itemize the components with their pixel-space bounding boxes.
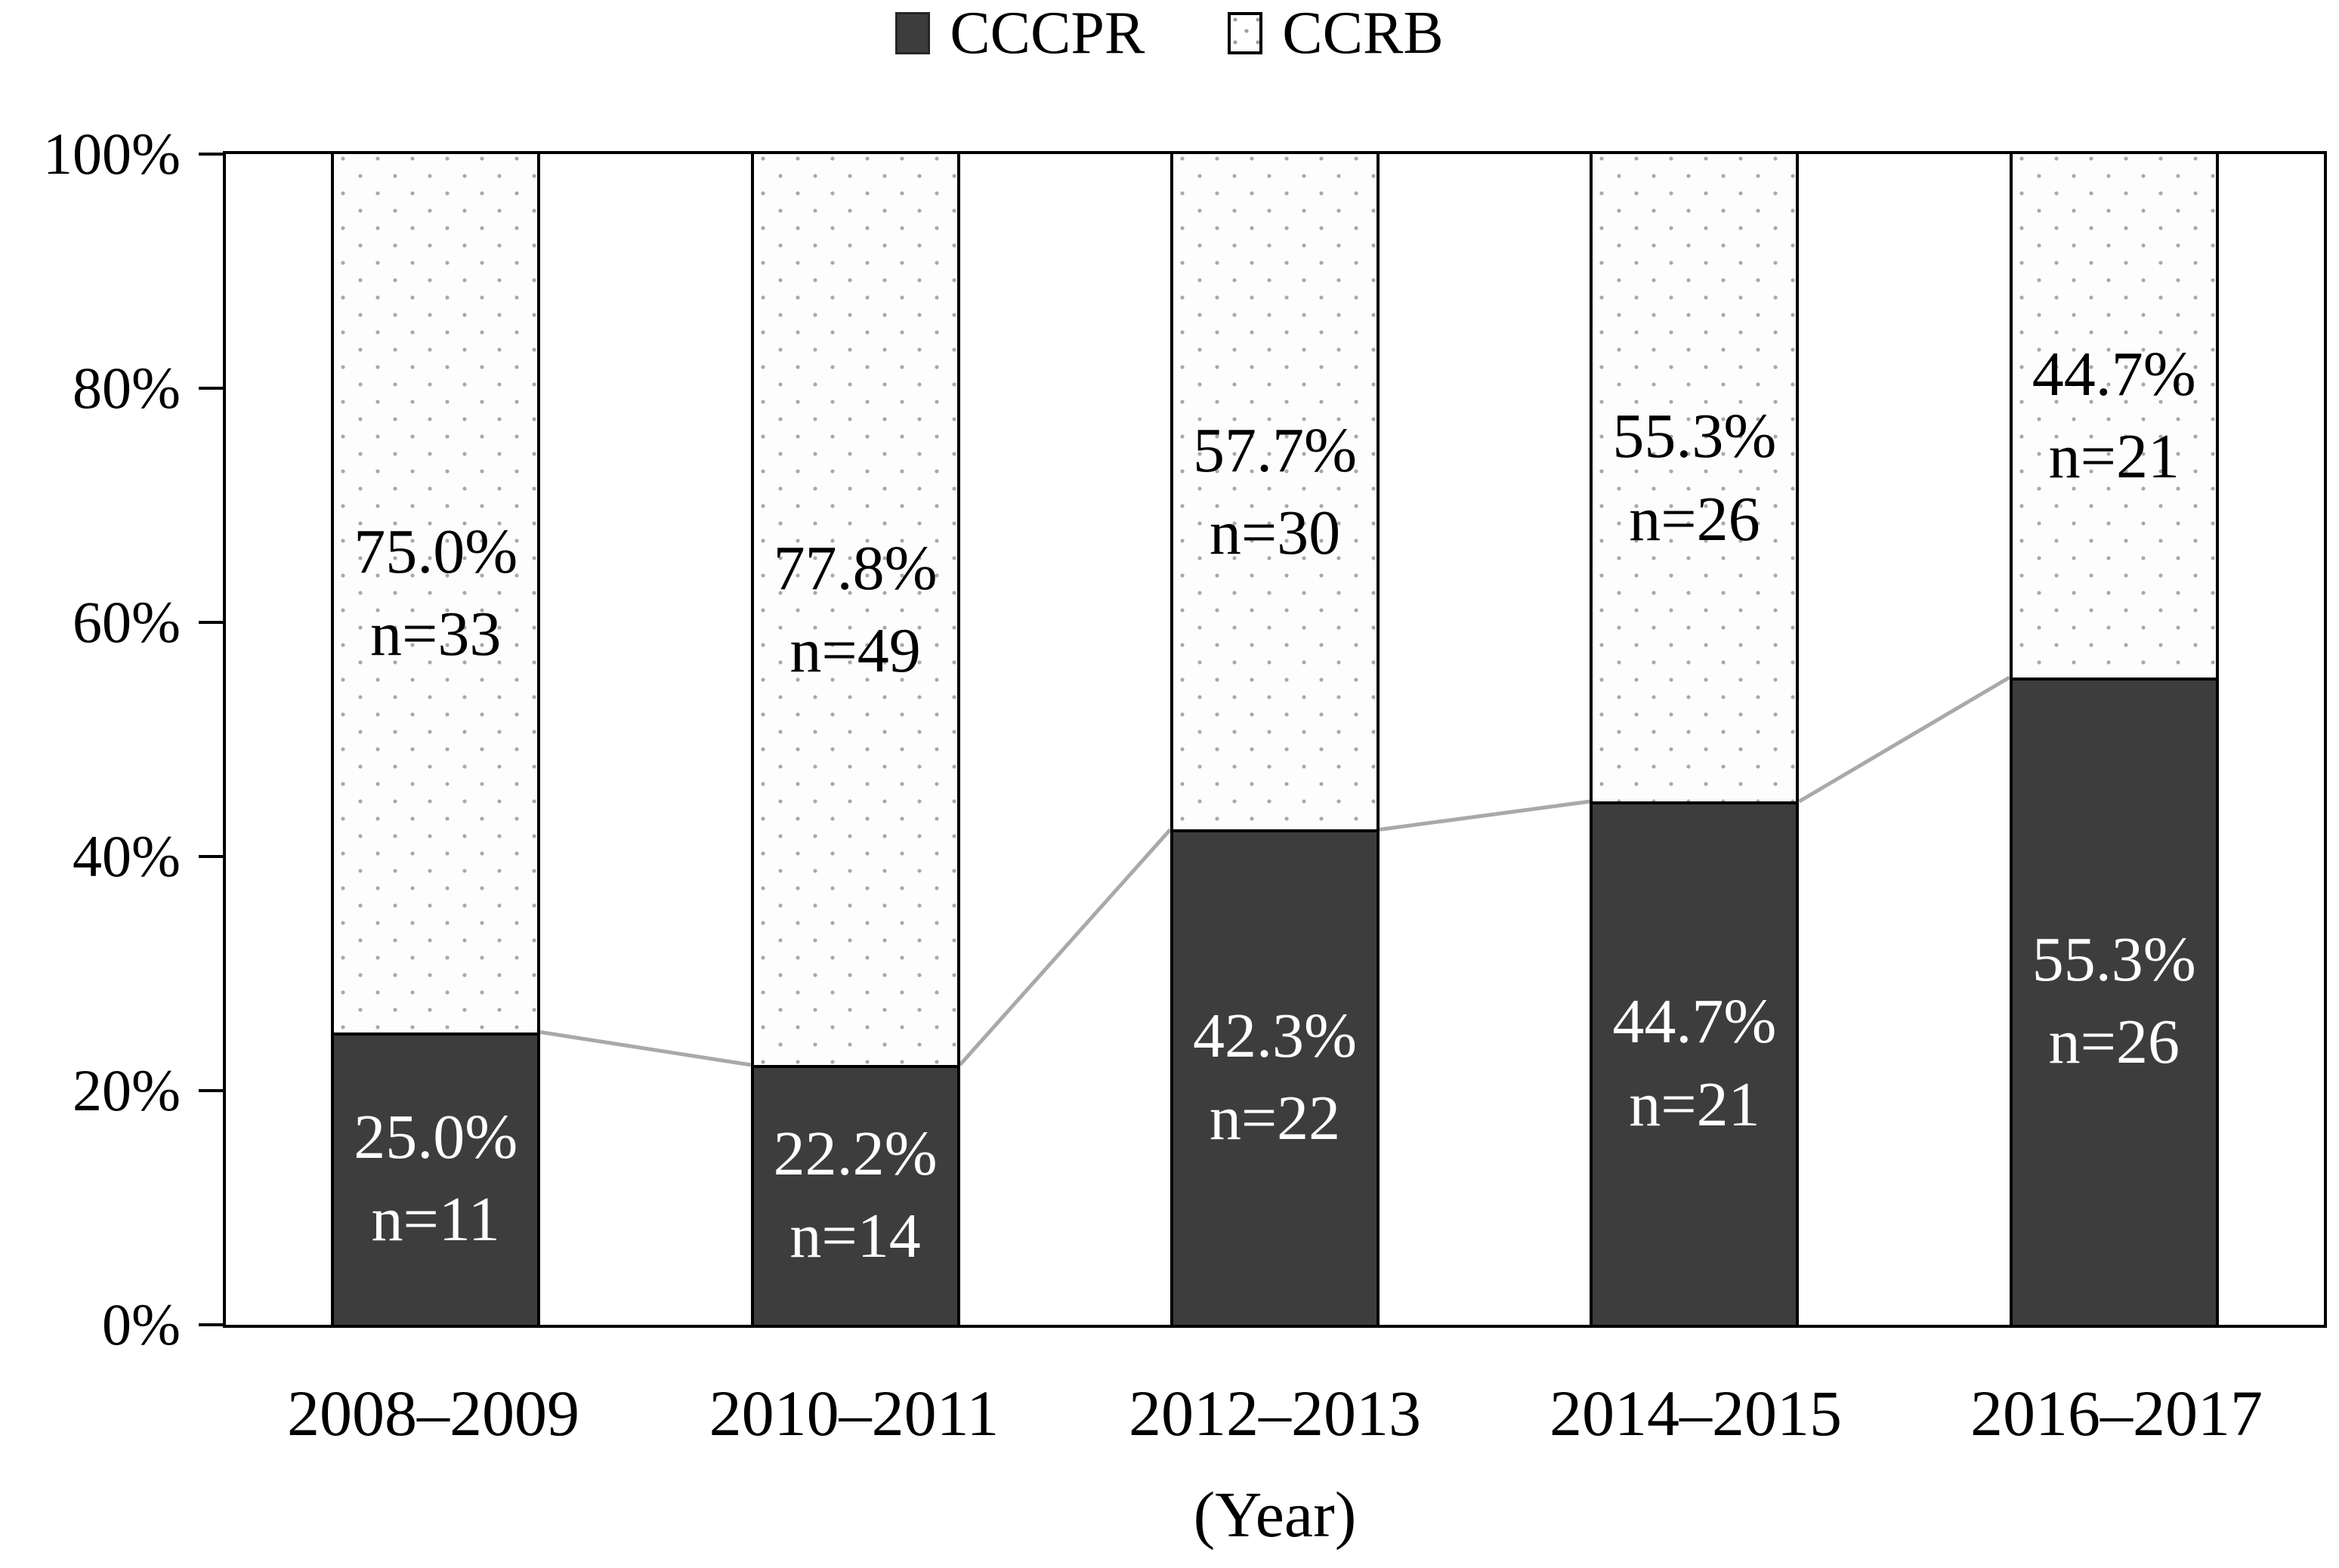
cccpr-swatch-icon bbox=[895, 12, 931, 54]
cccpr-segment-label: 42.3% n=22 bbox=[1173, 829, 1377, 1325]
cccpr-segment bbox=[753, 1064, 957, 1325]
ccrb-segment-label: 44.7% n=21 bbox=[2013, 154, 2216, 678]
x-axis-label-2016-2017: 2016–2017 bbox=[1970, 1377, 2263, 1449]
x-axis-label-2014-2015: 2014–2015 bbox=[1550, 1377, 1842, 1449]
x-axis-labels: 2008–2009 2010–2011 2012–2013 2014–2015 2016… bbox=[223, 1381, 2327, 1446]
legend-label-ccrb: CCRB bbox=[1282, 0, 1444, 66]
y-axis-tick bbox=[199, 1089, 223, 1092]
bar-2010-2011: 77.8% n=49 22.2% n=14 bbox=[750, 151, 960, 1328]
cccpr-trend-connector-line bbox=[539, 675, 2011, 1067]
label-line: n=22 bbox=[1209, 1083, 1341, 1154]
y-axis-tick bbox=[199, 855, 223, 858]
connector-segment bbox=[539, 1030, 751, 1067]
label-line: n=21 bbox=[2048, 421, 2180, 492]
cccpr-segment-label: 44.7% n=21 bbox=[1593, 801, 1796, 1325]
y-axis-label: 60% bbox=[73, 589, 181, 655]
bar-2016-2017: 44.7% n=21 55.3% n=26 bbox=[2009, 151, 2219, 1328]
cccpr-segment-label: 55.3% n=26 bbox=[2013, 678, 2216, 1325]
label-line: 75.0% bbox=[354, 517, 518, 588]
label-line: 77.8% bbox=[773, 532, 938, 603]
bar-2008-2009: 75.0% n=33 25.0% n=11 bbox=[331, 151, 541, 1328]
label-line: n=49 bbox=[789, 615, 921, 686]
label-line: n=26 bbox=[1629, 483, 1760, 554]
legend-item-ccrb: CCRB bbox=[1228, 0, 1444, 66]
label-line: n=11 bbox=[371, 1184, 500, 1255]
x-axis-label-2012-2013: 2012–2013 bbox=[1129, 1377, 1421, 1449]
plot-area: 0% 20% 40% 60% 80% 100% 75.0% n=33 25.0% n=11 77.8… bbox=[43, 125, 2327, 1354]
bar-2012-2013: 57.7% n=30 42.3% n=22 bbox=[1170, 151, 1380, 1328]
connector-segment bbox=[1798, 675, 2011, 804]
cccpr-segment-label: 22.2% n=14 bbox=[754, 1065, 957, 1325]
ccrb-segment-label: 55.3% n=26 bbox=[1593, 154, 1796, 801]
label-line: 44.7% bbox=[2032, 339, 2196, 410]
cccpr-segment bbox=[1173, 829, 1377, 1325]
label-line: 42.3% bbox=[1193, 1000, 1357, 1071]
y-axis-tick bbox=[199, 387, 223, 390]
label-line: 55.3% bbox=[2032, 924, 2196, 995]
cccpr-segment bbox=[2012, 677, 2216, 1325]
legend-item-cccpr: CCCPR bbox=[895, 3, 1145, 63]
connector-segment bbox=[1379, 799, 1590, 832]
y-axis-label: 40% bbox=[73, 823, 181, 889]
y-axis-label: 20% bbox=[73, 1057, 181, 1123]
label-line: 55.3% bbox=[1612, 401, 1777, 472]
y-axis-label: 80% bbox=[73, 355, 181, 421]
ccrb-segment-label: 75.0% n=33 bbox=[334, 154, 537, 1032]
y-axis-tick bbox=[199, 621, 223, 624]
label-line: 57.7% bbox=[1193, 415, 1357, 486]
connector-segment bbox=[958, 828, 1172, 1066]
cccpr-segment bbox=[1593, 801, 1797, 1325]
label-line: n=30 bbox=[1209, 498, 1341, 569]
bar-2014-2015: 55.3% n=26 44.7% n=21 bbox=[1590, 151, 1800, 1328]
label-line: n=26 bbox=[2048, 1007, 2180, 1078]
y-axis-label: 0% bbox=[102, 1292, 181, 1357]
label-line: n=33 bbox=[370, 599, 502, 670]
y-axis-label: 100% bbox=[43, 121, 181, 187]
label-line: n=14 bbox=[789, 1200, 921, 1271]
legend: CCCPR CCRB bbox=[0, 3, 2339, 63]
ccrb-segment-label: 77.8% n=49 bbox=[754, 154, 957, 1065]
x-axis-label-2010-2011: 2010–2011 bbox=[709, 1377, 1000, 1449]
legend-label-cccpr: CCCPR bbox=[950, 0, 1145, 66]
label-line: 25.0% bbox=[354, 1102, 518, 1173]
x-axis-title: (Year) bbox=[1193, 1478, 1357, 1551]
label-line: n=21 bbox=[1629, 1069, 1760, 1140]
cccpr-segment bbox=[334, 1032, 538, 1325]
y-axis-tick bbox=[199, 153, 223, 156]
ccrb-segment-label: 57.7% n=30 bbox=[1173, 154, 1377, 829]
x-axis-label-2008-2009: 2008–2009 bbox=[287, 1377, 579, 1449]
cccpr-segment-label: 25.0% n=11 bbox=[334, 1032, 537, 1326]
label-line: 44.7% bbox=[1612, 986, 1777, 1057]
ccrb-swatch-icon bbox=[1228, 12, 1263, 54]
y-axis-tick bbox=[199, 1323, 223, 1326]
label-line: 22.2% bbox=[773, 1118, 938, 1189]
